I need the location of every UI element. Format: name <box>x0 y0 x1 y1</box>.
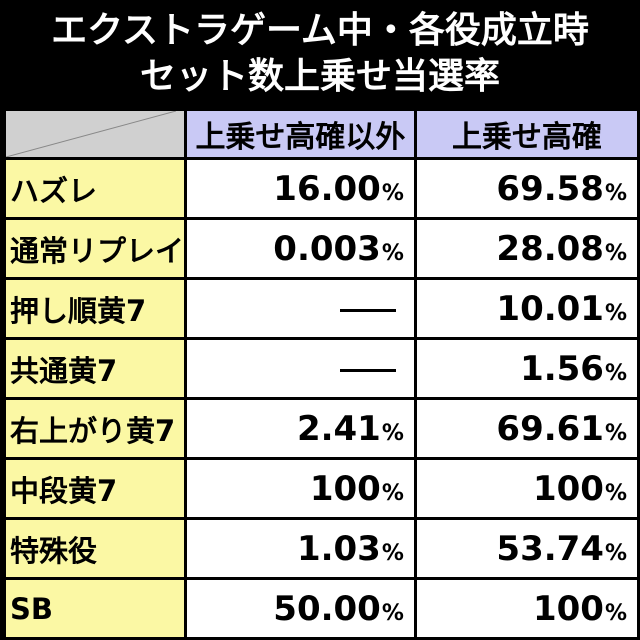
value-number: 50.00 <box>273 588 381 629</box>
header-row: 上乗せ高確以外 上乗せ高確 <box>6 111 637 157</box>
percent-sign: % <box>381 600 404 626</box>
percent-sign: % <box>604 480 627 506</box>
percent-sign: % <box>604 600 627 626</box>
value-cell-high: 100% <box>416 460 637 517</box>
percent-sign: % <box>604 180 627 206</box>
row-label: 通常リプレイ <box>6 220 185 277</box>
table-row: 特殊役 1.03% 53.74% <box>6 520 637 577</box>
table-row: ハズレ 16.00% 69.58% <box>6 160 637 217</box>
row-label: 特殊役 <box>6 520 185 577</box>
value-number: 100 <box>532 588 604 629</box>
value-number: 10.01 <box>496 288 604 329</box>
value-number: 28.08 <box>496 228 604 269</box>
percent-sign: % <box>604 540 627 566</box>
diagonal-hatch-icon <box>6 111 176 157</box>
percent-sign: % <box>381 240 404 266</box>
value-cell-high: 69.61% <box>416 400 637 457</box>
value-cell-non-high: 0.003% <box>187 220 414 277</box>
row-label: 右上がり黄7 <box>6 400 185 457</box>
title-line-2: セット数上乗せ当選率 <box>139 56 500 97</box>
column-header-non-high: 上乗せ高確以外 <box>187 111 414 157</box>
value-cell-non-high: 16.00% <box>187 160 414 217</box>
title-line-1: エクストラゲーム中・各役成立時 <box>51 10 589 51</box>
percent-sign: % <box>604 420 627 446</box>
row-label: SB <box>6 580 185 637</box>
percent-sign: % <box>381 180 404 206</box>
table-row: 中段黄7 100% 100% <box>6 460 637 517</box>
value-number: 1.03 <box>296 528 381 569</box>
value-cell-high: 28.08% <box>416 220 637 277</box>
value-number: 1.56 <box>520 348 604 389</box>
value-cell-non-high: 2.41% <box>187 400 414 457</box>
row-label: 共通黄7 <box>6 340 185 397</box>
value-number: 16.00 <box>273 168 381 209</box>
value-cell-high: 100% <box>416 580 637 637</box>
percent-sign: % <box>381 540 404 566</box>
value-cell-non-high: 1.03% <box>187 520 414 577</box>
table-row: 通常リプレイ 0.003% 28.08% <box>6 220 637 277</box>
value-cell-high: 53.74% <box>416 520 637 577</box>
value-number: 0.003 <box>273 228 381 269</box>
percent-sign: % <box>381 480 404 506</box>
dash-icon <box>339 368 396 372</box>
percent-sign: % <box>381 420 404 446</box>
row-label: 押し順黄7 <box>6 280 185 337</box>
value-number: 100 <box>532 468 604 509</box>
value-cell-non-high: 100% <box>187 460 414 517</box>
value-cell-high: 69.58% <box>416 160 637 217</box>
value-number: 69.58 <box>496 168 604 209</box>
table-row: 押し順黄7 10.01% <box>6 280 637 337</box>
percent-sign: % <box>604 360 627 386</box>
column-header-high: 上乗せ高確 <box>416 111 637 157</box>
table-row: 右上がり黄7 2.41% 69.61% <box>6 400 637 457</box>
value-number: 2.41 <box>296 408 381 449</box>
value-number: 53.74 <box>496 528 604 569</box>
dash-icon <box>339 308 396 312</box>
row-label: 中段黄7 <box>6 460 185 517</box>
value-number: 69.61 <box>496 408 604 449</box>
value-cell-non-high <box>187 280 414 337</box>
value-cell-high: 1.56% <box>416 340 637 397</box>
corner-cell <box>6 111 185 157</box>
value-cell-non-high: 50.00% <box>187 580 414 637</box>
table-row: 共通黄7 1.56% <box>6 340 637 397</box>
value-number: 100 <box>309 468 381 509</box>
row-label: ハズレ <box>6 160 185 217</box>
value-cell-non-high <box>187 340 414 397</box>
percent-sign: % <box>604 240 627 266</box>
value-cell-high: 10.01% <box>416 280 637 337</box>
table-row: SB 50.00% 100% <box>6 580 637 637</box>
page-title: エクストラゲーム中・各役成立時 セット数上乗せ当選率 <box>0 0 640 108</box>
rate-table: 上乗せ高確以外 上乗せ高確 ハズレ 16.00% 69.58% 通常リプレイ 0.003… <box>3 108 640 640</box>
percent-sign: % <box>604 300 627 326</box>
